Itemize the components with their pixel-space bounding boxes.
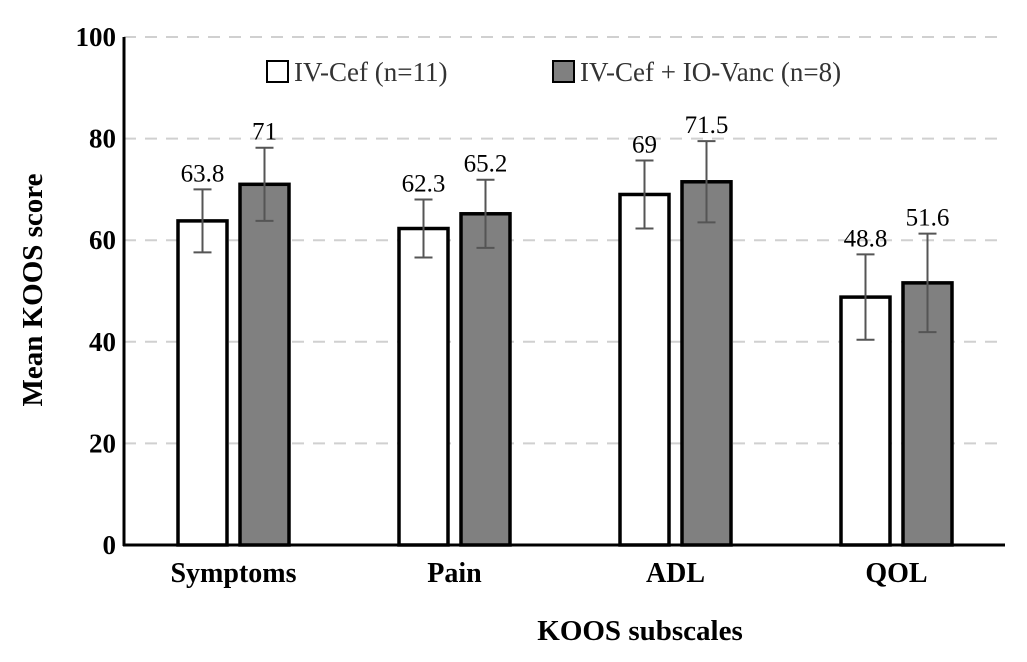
legend-label-iv-cef: IV-Cef (n=11) [294, 57, 447, 87]
legend-label-iv-cef-io-vanc: IV-Cef + IO-Vanc (n=8) [580, 57, 841, 87]
x-tick-label: Symptoms [170, 558, 296, 589]
y-tick-label: 80 [89, 124, 116, 154]
x-tick-label: ADL [646, 558, 705, 589]
y-tick-label: 40 [89, 327, 116, 357]
x-axis-title: KOOS subscales [537, 615, 742, 647]
bar [618, 192, 671, 547]
bar [397, 226, 450, 547]
bar [176, 219, 229, 547]
y-tick-label: 20 [89, 428, 116, 458]
data-label: 51.6 [906, 205, 950, 232]
x-tick-label: QOL [865, 558, 927, 589]
legend: IV-Cef (n=11) IV-Cef + IO-Vanc (n=8) [266, 57, 841, 87]
legend-swatch-iv-cef [266, 60, 289, 83]
data-label: 48.8 [844, 225, 888, 252]
x-tick-label: Pain [427, 558, 482, 589]
data-label: 71 [252, 119, 277, 146]
data-label: 69 [632, 131, 657, 158]
data-label: 63.8 [181, 160, 225, 187]
legend-swatch-iv-cef-io-vanc [552, 60, 575, 83]
y-tick-label: 100 [76, 22, 117, 52]
data-label: 62.3 [402, 171, 446, 198]
bar [238, 182, 291, 547]
y-tick-label: 0 [103, 530, 117, 560]
data-label: 65.2 [464, 151, 508, 178]
bar [680, 180, 733, 547]
y-tick-label: 60 [89, 225, 116, 255]
data-label: 71.5 [685, 112, 729, 139]
y-axis-title: Mean KOOS score [17, 173, 49, 406]
bar [459, 212, 512, 547]
